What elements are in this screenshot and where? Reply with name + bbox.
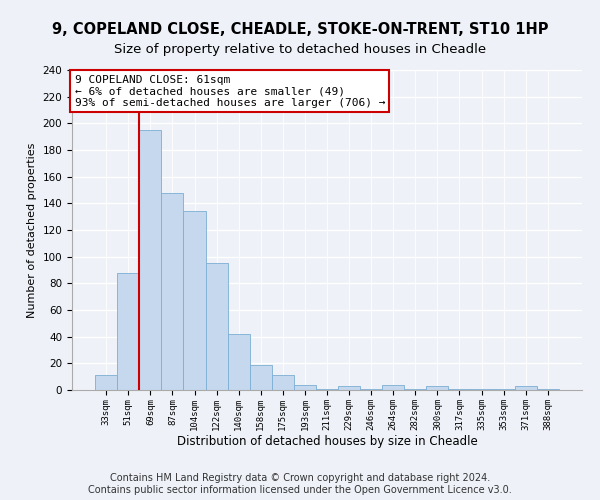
Bar	[272, 376, 294, 390]
Bar	[470, 388, 493, 390]
Bar	[161, 192, 184, 390]
Bar	[338, 386, 360, 390]
Y-axis label: Number of detached properties: Number of detached properties	[27, 142, 37, 318]
Bar	[206, 264, 227, 390]
Bar	[139, 130, 161, 390]
Text: Contains HM Land Registry data © Crown copyright and database right 2024.
Contai: Contains HM Land Registry data © Crown c…	[88, 474, 512, 495]
Bar	[493, 388, 515, 390]
Bar	[294, 384, 316, 390]
Bar	[427, 386, 448, 390]
Bar	[404, 388, 427, 390]
Bar	[117, 272, 139, 390]
X-axis label: Distribution of detached houses by size in Cheadle: Distribution of detached houses by size …	[176, 436, 478, 448]
Bar	[227, 334, 250, 390]
Bar	[360, 388, 382, 390]
Text: 9 COPELAND CLOSE: 61sqm
← 6% of detached houses are smaller (49)
93% of semi-det: 9 COPELAND CLOSE: 61sqm ← 6% of detached…	[74, 75, 385, 108]
Bar	[250, 364, 272, 390]
Text: 9, COPELAND CLOSE, CHEADLE, STOKE-ON-TRENT, ST10 1HP: 9, COPELAND CLOSE, CHEADLE, STOKE-ON-TRE…	[52, 22, 548, 38]
Bar	[448, 388, 470, 390]
Bar	[382, 384, 404, 390]
Bar	[515, 386, 537, 390]
Bar	[184, 212, 206, 390]
Bar	[316, 388, 338, 390]
Text: Size of property relative to detached houses in Cheadle: Size of property relative to detached ho…	[114, 42, 486, 56]
Bar	[537, 388, 559, 390]
Bar	[95, 376, 117, 390]
